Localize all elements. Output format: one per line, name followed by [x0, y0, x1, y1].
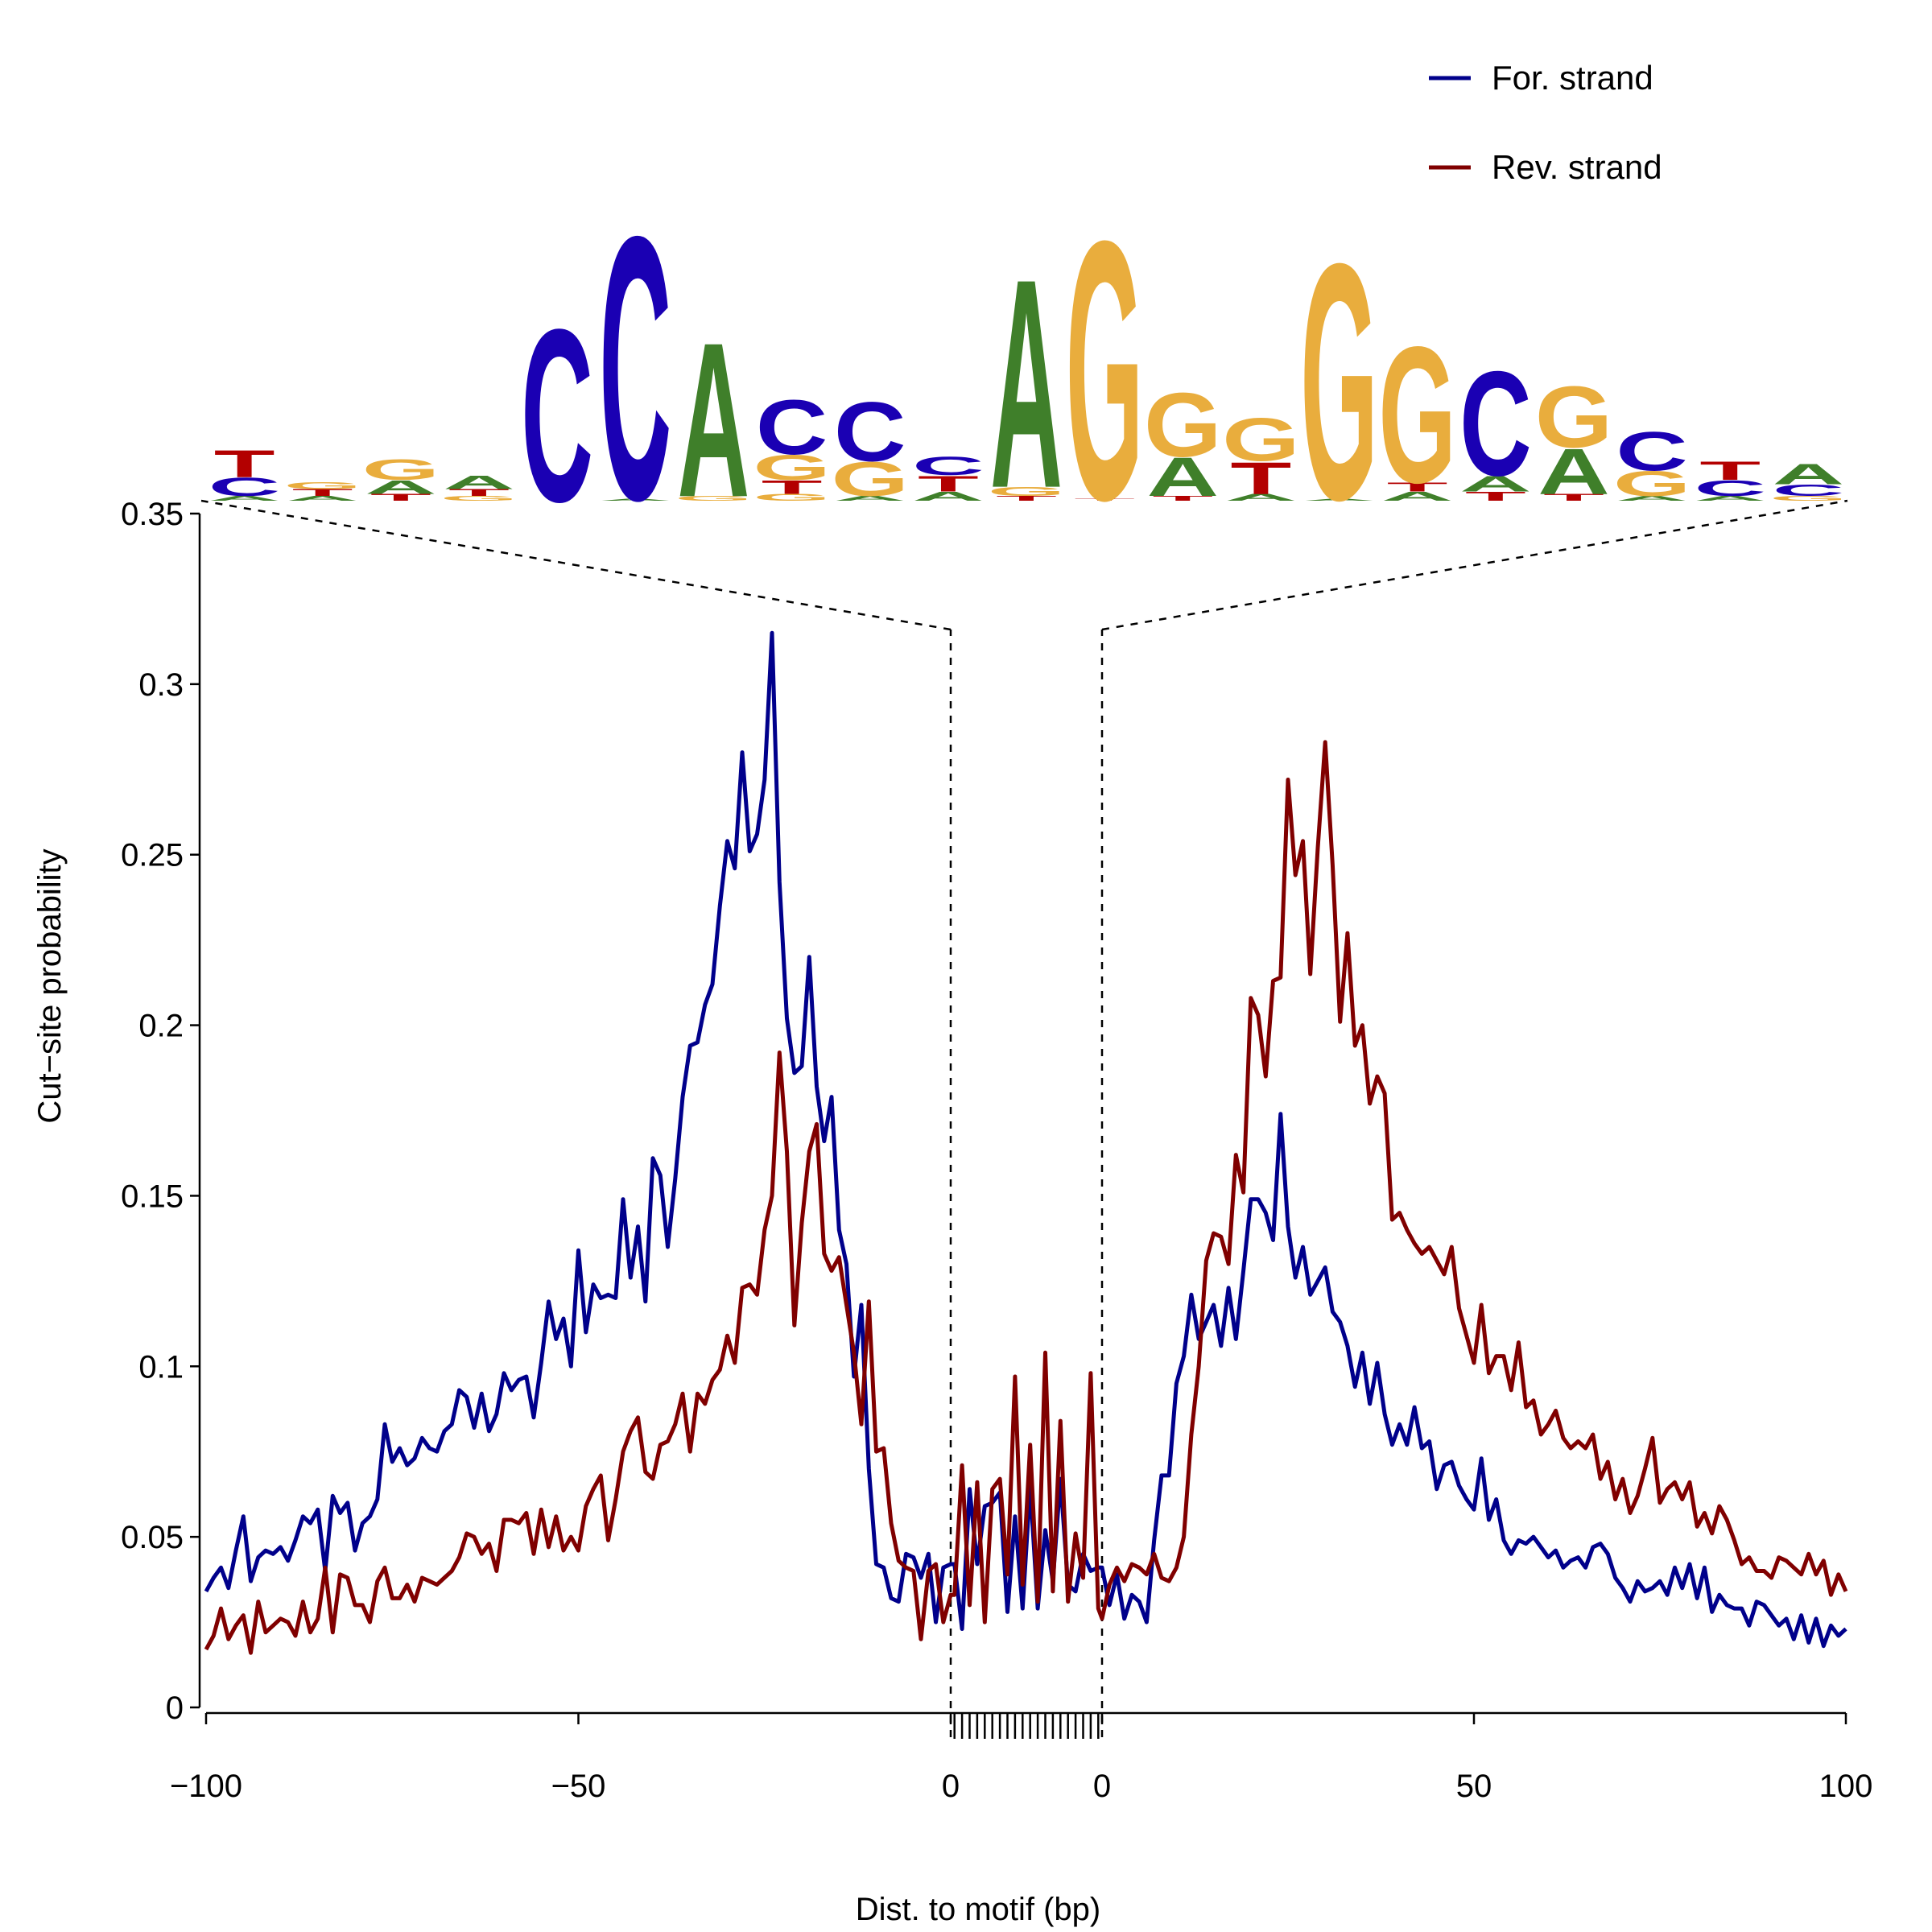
y-tick-label: 0.15 [121, 1179, 184, 1214]
logo-letter-a: A [678, 298, 750, 543]
x-tick-label: −50 [551, 1769, 606, 1804]
logo-letter-g: G [1144, 375, 1222, 477]
legend-label-forward: For. strand [1492, 59, 1653, 97]
logo-letter-a: A [990, 217, 1063, 550]
logo-letter-a: A [834, 495, 906, 502]
logo-letter-a: A [287, 495, 359, 502]
x-tick-label: 0 [942, 1769, 960, 1804]
logo-letter-a: A [1381, 489, 1454, 503]
logo-letter-g: G [831, 452, 909, 506]
logo-letter-t: T [214, 442, 275, 485]
logo-letter-t: T [762, 476, 823, 497]
logo-letter-a: A [443, 472, 515, 493]
y-tick-label: 0.1 [138, 1349, 184, 1385]
legend-label-reverse: Rev. strand [1492, 148, 1662, 186]
logo-letter-a: A [1773, 458, 1845, 490]
logo-letter-c: C [1773, 481, 1845, 499]
y-tick-label: 0.05 [121, 1520, 184, 1555]
logo-letter-a: A [912, 489, 985, 503]
logo-letter-a: A [208, 495, 281, 502]
logo-letter-c: C [599, 159, 671, 579]
logo-letter-g: G [753, 448, 831, 487]
logo-letter-a: A [365, 476, 437, 497]
logo-letter-c: C [1694, 476, 1766, 501]
guide-right-diagonal [1101, 499, 1848, 631]
y-tick-label: 0 [166, 1690, 184, 1726]
axes: 0 0.05 0.1 0.15 0.2 0.25 0.3 0.35 −100 −50 0 0 50 100 [121, 497, 1872, 1804]
logo-letter-g: G [675, 495, 753, 502]
logo-letter-t: T [918, 471, 979, 496]
x-axis-title: Dist. to motif (bp) [856, 1892, 1101, 1927]
x-tick-label: −100 [170, 1769, 242, 1804]
logo-letter-g: G [988, 485, 1066, 499]
logo-letter-g: G [1378, 306, 1456, 523]
y-tick-label: 0.2 [138, 1009, 184, 1044]
logo-letter-t: T [1699, 456, 1761, 485]
logo-letter-g: G [440, 495, 518, 502]
y-axis-title: Cut−site probability [32, 848, 68, 1123]
logo-letter-a: A [1225, 492, 1298, 503]
legend: For. strand Rev. strand [1429, 59, 1662, 186]
logo-letter-g: G [753, 492, 831, 503]
logo-letter-g: G [1300, 194, 1378, 571]
logo-letter-t: T [448, 487, 510, 498]
logo-letter-a: A [1459, 471, 1532, 496]
logo-letter-c: C [1616, 421, 1688, 483]
logo-letter-t: T [370, 492, 431, 503]
logo-letter-c: C [208, 473, 281, 502]
logo-letter-g: G [1222, 406, 1300, 474]
logo-letter-a: A [1616, 495, 1688, 502]
logo-letter-c: C [912, 452, 985, 481]
logo-letter-t: T [996, 495, 1057, 502]
logo-letter-g: G [1769, 495, 1847, 502]
logo-letter-t: T [1465, 489, 1526, 503]
y-tick-label: 0.35 [121, 497, 184, 532]
logo-letter-g: G [1535, 367, 1613, 465]
x-tick-label: 100 [1819, 1769, 1873, 1804]
guide-left-diagonal [200, 499, 952, 631]
logo-letter-t: T [1074, 497, 1135, 501]
logo-letter-t: T [1387, 480, 1448, 494]
logo-letter-t: T [1230, 453, 1291, 504]
y-tick-label: 0.3 [138, 667, 184, 703]
logo-letter-a: A [599, 497, 671, 501]
x-tick-label: 0 [1093, 1769, 1111, 1804]
logo-letter-g: G [1613, 464, 1691, 503]
logo-letter-t: T [1152, 495, 1213, 502]
logo-letter-a: A [1694, 495, 1766, 502]
x-tick-label: 50 [1456, 1769, 1492, 1804]
motif-guide-lines [200, 499, 1848, 1737]
logo-letter-c: C [1459, 341, 1532, 507]
logo-letter-g: G [1066, 165, 1144, 577]
logo-letter-c: C [756, 383, 828, 471]
logo-letter-t: T [292, 487, 353, 498]
logo-letter-c: C [521, 279, 593, 554]
logo-letter-a: A [1303, 497, 1376, 501]
logo-letter-g: G [362, 453, 440, 485]
logo-letter-g: G [283, 481, 361, 492]
logo-letter-a: A [1538, 436, 1610, 508]
logo-letter-c: C [834, 386, 906, 480]
logo-letter-t: T [1543, 492, 1604, 503]
series-lines [204, 630, 1848, 1655]
y-tick-label: 0.25 [121, 838, 184, 873]
series-line-reverse [204, 740, 1848, 1655]
logo-letter-a: A [1146, 447, 1219, 509]
